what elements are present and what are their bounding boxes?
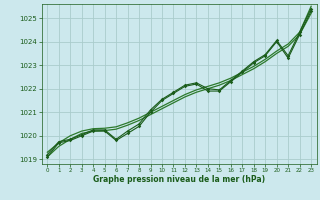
X-axis label: Graphe pression niveau de la mer (hPa): Graphe pression niveau de la mer (hPa)	[93, 175, 265, 184]
